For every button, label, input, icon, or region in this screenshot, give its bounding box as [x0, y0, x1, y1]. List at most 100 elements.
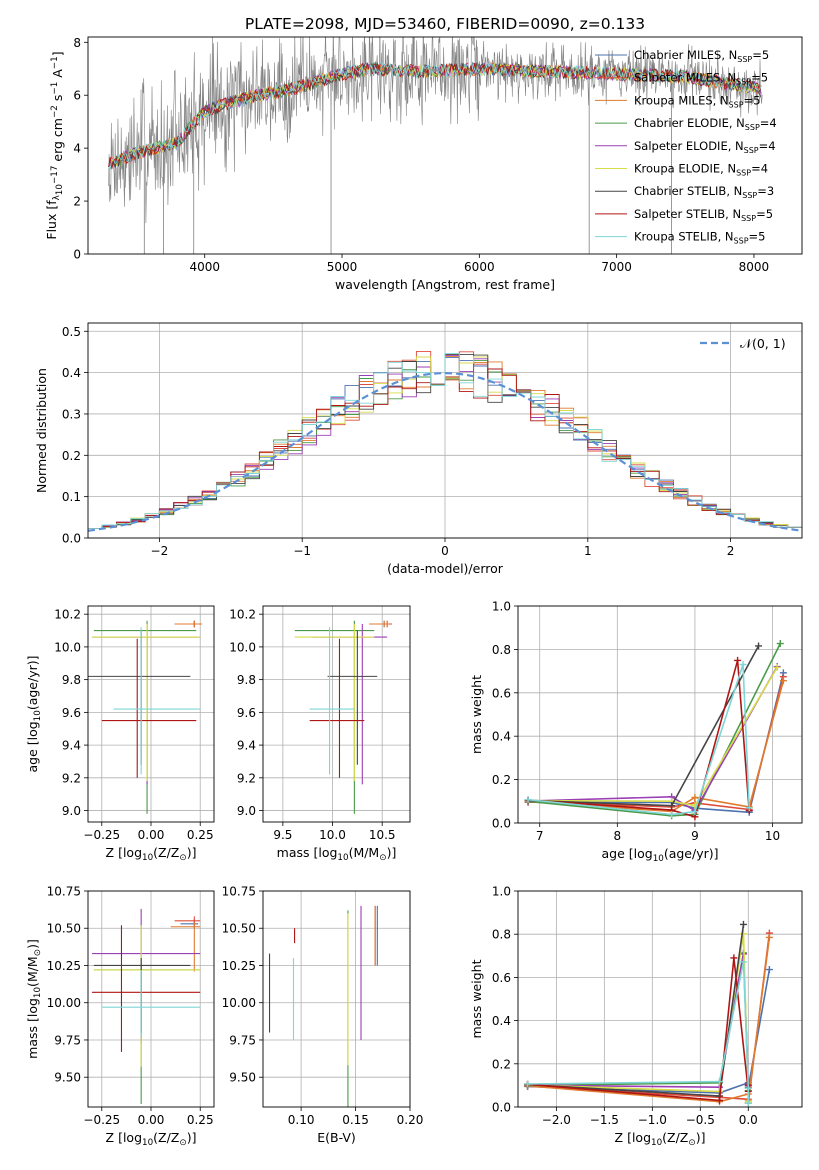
y-tick-label: 0.2 [62, 449, 81, 463]
y-axis-label-part: mass [log [25, 998, 40, 1059]
legend-name: Kroupa ELODIE, N [634, 162, 736, 176]
y-tick-label: 0.4 [62, 366, 81, 380]
y-tick-label: 9.4 [62, 739, 81, 753]
observed-spectrum [108, 37, 763, 224]
x-axis-label-part: )] [187, 845, 197, 860]
legend-sub: SSP [737, 55, 752, 64]
x-axis-label: (data-model)/error [387, 561, 504, 576]
x-tick-label: 2 [727, 544, 735, 558]
legend-label: Kroupa ELODIE, NSSP=4 [634, 162, 768, 178]
y-axis-label-part: −17 [50, 166, 60, 184]
y-tick-label: 10.00 [47, 996, 81, 1010]
axes-frame [87, 890, 215, 1108]
y-tick-label: 10.0 [54, 640, 81, 654]
y-tick-label: 1.0 [492, 885, 511, 899]
x-tick-label: 0.0 [739, 1113, 758, 1127]
mass-weight-marker [524, 1080, 532, 1088]
y-tick-label: 2 [73, 195, 81, 209]
x-axis-label: Z [log10(Z/Z⊙)] [615, 1130, 706, 1148]
legend-label: Chabrier STELIB, NSSP=3 [634, 184, 774, 200]
x-axis-label-part: 10 [651, 1138, 662, 1148]
normal-reference-curve [88, 371, 802, 532]
y-axis-label-part: ⊙ [33, 949, 43, 956]
y-tick-label: 0.0 [492, 1101, 511, 1115]
x-axis-label-part: Z [log [615, 1130, 651, 1145]
grid [518, 890, 802, 1108]
x-tick-label: 10.5 [369, 828, 396, 842]
legend-label: Kroupa MILES, NSSP=5 [634, 93, 760, 109]
legend-nssp: =4 [751, 162, 768, 176]
plot-area [88, 350, 802, 532]
x-axis-label: Z [log10(Z/Z⊙)] [106, 1130, 197, 1148]
mass-weight-marker [739, 958, 747, 966]
y-tick-label: 0 [73, 248, 81, 262]
mass-weight-marker [755, 642, 763, 650]
grid [263, 890, 411, 1107]
x-tick-label: 8000 [739, 260, 770, 274]
x-tick-label: 8 [614, 829, 622, 843]
mass-weight-line [527, 924, 745, 1097]
axes-frame [262, 605, 411, 823]
mass-weight-line [528, 660, 750, 818]
y-axis-label-part: −2 [50, 105, 60, 118]
legend-nssp: =4 [759, 139, 776, 153]
y-tick-label: 9.0 [237, 804, 256, 818]
x-axis-label: E(B-V) [317, 1130, 356, 1145]
y-tick-label: 10.75 [47, 885, 81, 899]
y-tick-label: 10.0 [229, 640, 256, 654]
y-axis-label-part: ] [50, 51, 65, 56]
mass-weight-marker [715, 1096, 723, 1104]
x-axis-label-part: ⊙ [379, 853, 386, 863]
y-tick-label: 0.1 [62, 490, 81, 504]
model-spectrum-line [108, 62, 762, 168]
y-axis-label: age [log10(age/yr)] [25, 655, 43, 772]
legend-name: Chabrier STELIB, N [634, 184, 742, 198]
legend-name: Kroupa MILES, N [634, 93, 729, 107]
y-tick-label: 10.75 [222, 885, 256, 899]
x-tick-label: 7 [536, 829, 544, 843]
y-tick-label: 9.50 [54, 1071, 81, 1085]
legend-name: Chabrier ELODIE, N [634, 116, 745, 130]
y-tick-label: 0.8 [492, 643, 511, 657]
x-axis-label-part: )] [696, 1130, 706, 1145]
legend-name: Salpeter STELIB, N [634, 207, 741, 221]
legend-sub: SSP [744, 146, 759, 155]
x-tick-label: 0.15 [342, 1113, 369, 1127]
x-axis-label-part: 10 [653, 854, 664, 864]
y-axis-label-part: 10 [33, 987, 43, 998]
x-tick-label: −1 [293, 544, 311, 558]
mass-weight-marker [773, 663, 781, 671]
x-axis-label-part: (Z/Z [153, 1130, 179, 1145]
y-tick-label: 0.8 [492, 928, 511, 942]
y-axis-label-part: erg cm [50, 118, 65, 166]
panel-spectrum: 4000 5000 6000 7000 8000 0 2 4 6 8 wavelength [Ang… [44, 36, 803, 292]
x-tick-label: 6000 [464, 260, 495, 274]
y-tick-label: 0.6 [492, 686, 511, 700]
x-tick-label: 10.0 [319, 828, 346, 842]
panel-age-vs-mass: 9.5 10.0 10.5 9.0 9.2 9.4 9.6 9.8 10.0 10.2 mass [… [229, 605, 411, 863]
mass-weight-line [527, 969, 771, 1094]
y-axis-label: mass [log10(M/M⊙)] [25, 939, 43, 1059]
y-axis-label-part: )] [25, 939, 40, 949]
y-tick-label: 0.4 [492, 1014, 511, 1028]
legend-nssp: =4 [760, 116, 777, 130]
x-tick-label: 0.00 [138, 828, 165, 842]
figure-title: PLATE=2098, MJD=53460, FIBERID=0090, z=0… [245, 15, 645, 33]
legend-sub: SSP [736, 169, 751, 178]
grid [263, 606, 410, 822]
mass-weight-marker [734, 656, 742, 664]
x-axis-label: Z [log10(Z/Z⊙)] [106, 845, 197, 863]
x-tick-label: 0.25 [187, 828, 214, 842]
y-tick-label: 0.0 [62, 532, 81, 546]
x-axis-label-part: )] [187, 1130, 197, 1145]
legend-nssp: =3 [757, 184, 774, 198]
x-axis-label-part: mass [log [277, 845, 338, 860]
x-axis-label-part: (Z/Z [153, 845, 179, 860]
panel-residuals: −2 −1 0 1 2 0.0 0.1 0.2 0.3 0.4 0.5 (data-model)/er… [34, 322, 803, 576]
legend-label: Salpeter STELIB, NSSP=5 [634, 207, 773, 223]
legend-sub: SSP [741, 214, 756, 223]
y-tick-label: 9.4 [237, 739, 256, 753]
plot-area [524, 640, 787, 821]
x-tick-label: 5000 [327, 260, 358, 274]
